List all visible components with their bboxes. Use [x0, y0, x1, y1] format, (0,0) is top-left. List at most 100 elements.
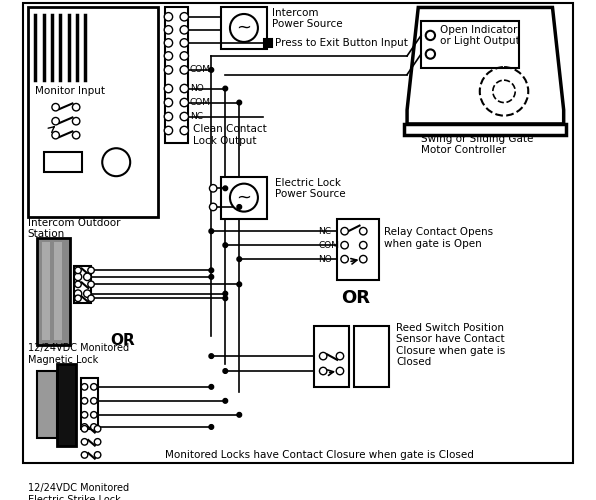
- Circle shape: [180, 126, 188, 134]
- Circle shape: [94, 438, 101, 445]
- Bar: [42, 242, 50, 340]
- Circle shape: [209, 184, 217, 192]
- Text: Press to Exit Button Input: Press to Exit Button Input: [275, 38, 408, 48]
- Circle shape: [341, 242, 348, 249]
- Circle shape: [81, 384, 88, 390]
- Circle shape: [72, 104, 80, 111]
- Circle shape: [83, 290, 91, 298]
- Circle shape: [180, 98, 188, 106]
- Circle shape: [94, 452, 101, 458]
- Circle shape: [74, 290, 82, 298]
- Circle shape: [223, 86, 228, 91]
- Circle shape: [359, 228, 367, 235]
- Bar: [81, 378, 98, 429]
- Bar: [265, 39, 272, 46]
- Circle shape: [180, 38, 188, 47]
- Circle shape: [209, 268, 213, 272]
- Circle shape: [52, 104, 60, 111]
- Circle shape: [223, 186, 228, 190]
- Bar: [221, 8, 267, 50]
- Text: NC: NC: [318, 226, 331, 235]
- Circle shape: [94, 426, 101, 432]
- Circle shape: [319, 368, 327, 374]
- Text: Reed Switch Position
Sensor have Contact
Closure when gate is
Closed: Reed Switch Position Sensor have Contact…: [396, 322, 505, 368]
- Circle shape: [426, 31, 435, 40]
- Circle shape: [52, 132, 60, 139]
- Text: Monitor Input: Monitor Input: [35, 86, 105, 97]
- Text: COM: COM: [190, 66, 211, 74]
- Circle shape: [164, 38, 173, 47]
- Circle shape: [91, 412, 97, 418]
- Circle shape: [164, 26, 173, 34]
- Circle shape: [230, 184, 258, 212]
- Bar: [27, 8, 158, 217]
- Circle shape: [52, 118, 60, 125]
- Circle shape: [180, 84, 188, 93]
- Circle shape: [72, 132, 80, 139]
- Text: OR: OR: [342, 290, 370, 308]
- Text: Swing or Sliding Gate
Motor Controller: Swing or Sliding Gate Motor Controller: [421, 134, 533, 156]
- Circle shape: [180, 12, 188, 21]
- Circle shape: [81, 398, 88, 404]
- Bar: [404, 124, 566, 135]
- Bar: [164, 8, 188, 142]
- Circle shape: [72, 118, 80, 125]
- Circle shape: [341, 228, 348, 235]
- Circle shape: [223, 398, 228, 403]
- Circle shape: [209, 354, 213, 358]
- Text: Open Indicator
or Light Output: Open Indicator or Light Output: [440, 24, 520, 46]
- Text: NO: NO: [318, 254, 332, 264]
- Text: ~: ~: [237, 188, 252, 206]
- Bar: [314, 326, 349, 387]
- Circle shape: [180, 52, 188, 60]
- Circle shape: [223, 368, 228, 374]
- Circle shape: [164, 84, 173, 93]
- Circle shape: [336, 352, 344, 360]
- Circle shape: [81, 412, 88, 418]
- Bar: [74, 266, 91, 303]
- Circle shape: [164, 12, 173, 21]
- Circle shape: [223, 296, 228, 300]
- Polygon shape: [407, 8, 564, 124]
- Circle shape: [237, 257, 241, 262]
- Circle shape: [426, 50, 435, 58]
- Bar: [54, 242, 62, 340]
- Circle shape: [74, 281, 81, 287]
- Circle shape: [74, 295, 81, 302]
- Circle shape: [209, 203, 217, 210]
- Circle shape: [83, 273, 91, 280]
- Circle shape: [81, 438, 88, 445]
- Circle shape: [103, 148, 130, 176]
- Circle shape: [88, 267, 94, 274]
- Circle shape: [91, 384, 97, 390]
- Circle shape: [237, 412, 241, 417]
- Circle shape: [223, 292, 228, 296]
- Circle shape: [237, 100, 241, 105]
- Circle shape: [180, 66, 188, 74]
- Circle shape: [74, 273, 82, 280]
- Text: COM: COM: [318, 240, 340, 250]
- Text: Clean Contact
Lock Output: Clean Contact Lock Output: [193, 124, 266, 146]
- Circle shape: [336, 368, 344, 374]
- Circle shape: [164, 66, 173, 74]
- Circle shape: [180, 112, 188, 120]
- Text: Intercom Outdoor
Station: Intercom Outdoor Station: [27, 218, 120, 239]
- Bar: [354, 326, 389, 387]
- Text: NC: NC: [190, 112, 203, 121]
- Text: Electric Lock
Power Source: Electric Lock Power Source: [275, 178, 345, 199]
- Circle shape: [164, 112, 173, 120]
- Circle shape: [237, 282, 241, 286]
- Circle shape: [180, 26, 188, 34]
- Circle shape: [209, 229, 213, 234]
- Circle shape: [164, 98, 173, 106]
- Circle shape: [359, 242, 367, 249]
- Text: 12/24VDC Monitored
Electric Strike Lock: 12/24VDC Monitored Electric Strike Lock: [27, 484, 129, 500]
- Text: 12/24VDC Monitored
Magnetic Lock: 12/24VDC Monitored Magnetic Lock: [27, 344, 129, 365]
- Circle shape: [209, 424, 213, 430]
- Circle shape: [230, 14, 258, 42]
- Circle shape: [88, 295, 94, 302]
- Circle shape: [209, 274, 213, 279]
- Bar: [221, 177, 267, 219]
- Circle shape: [359, 256, 367, 263]
- Circle shape: [91, 424, 97, 430]
